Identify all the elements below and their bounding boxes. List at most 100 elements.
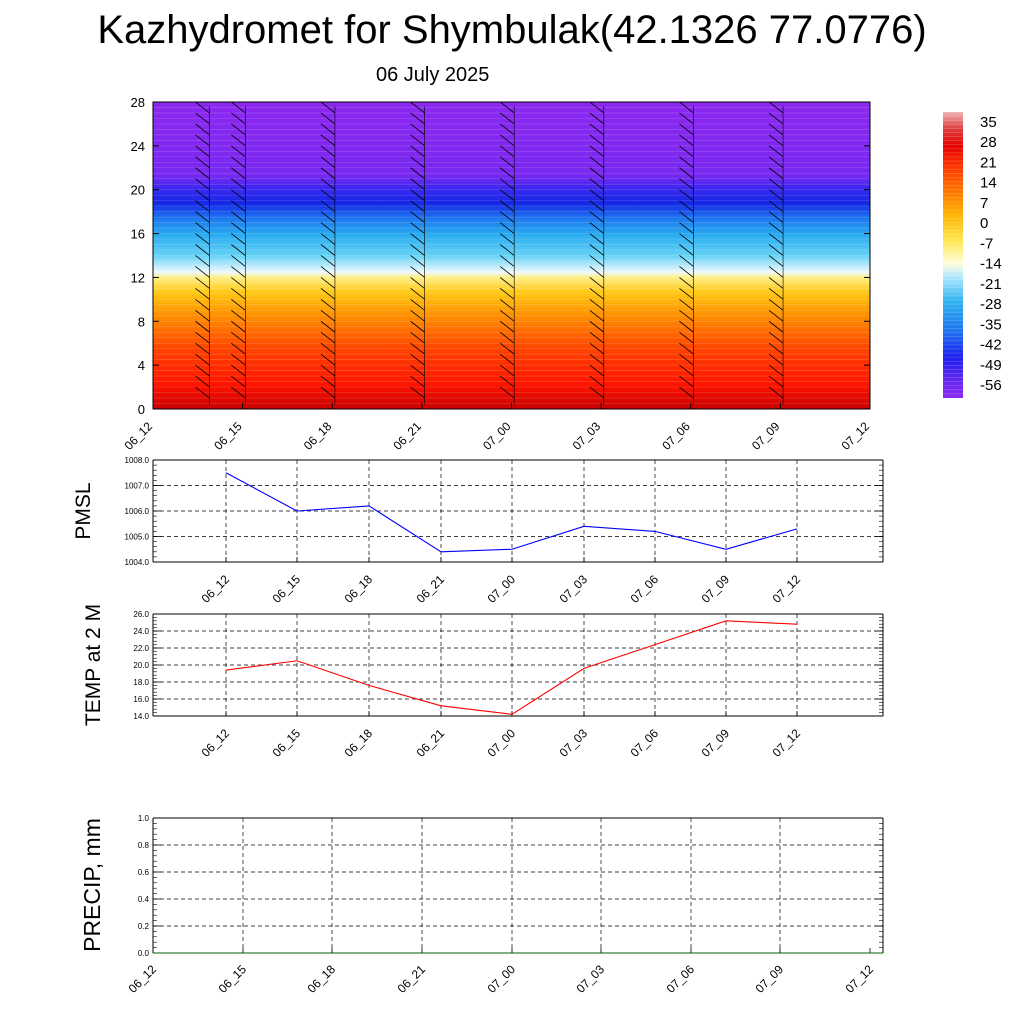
wind-barb	[320, 244, 336, 256]
wind-barb	[410, 342, 425, 355]
wind-barb	[195, 156, 210, 169]
x-tick-label: 06_15	[270, 726, 304, 760]
wind-barb	[768, 353, 784, 366]
wind-barb	[768, 375, 784, 388]
x-tick-label: 07_09	[753, 962, 787, 996]
colorbar-label: -49	[980, 357, 1002, 374]
wind-barb	[679, 244, 694, 256]
wind-barb	[195, 299, 210, 311]
wind-barb	[231, 364, 246, 377]
x-tick-label: 07_06	[659, 419, 693, 453]
wind-barb	[679, 156, 694, 169]
wind-barb	[410, 331, 425, 344]
x-tick-label: 06_18	[305, 962, 339, 996]
wind-barb	[679, 375, 694, 388]
colorbar-label: -35	[980, 316, 1002, 333]
wind-barb	[231, 244, 246, 256]
wind-barb	[231, 288, 246, 300]
colorbar-label: 0	[980, 215, 988, 232]
y-tick-label: 0.8	[138, 841, 150, 850]
wind-barb	[768, 134, 784, 147]
y-tick-label: 24	[131, 139, 145, 154]
wind-barb	[195, 266, 210, 278]
wind-barb	[195, 364, 210, 377]
wind-barb	[679, 167, 694, 180]
wind-barb	[768, 200, 784, 212]
wind-barb	[195, 233, 210, 245]
wind-barb	[499, 353, 515, 366]
wind-barb	[679, 277, 694, 289]
x-tick-label: 06_18	[301, 419, 335, 453]
wind-barb	[410, 277, 425, 289]
wind-barb	[195, 123, 210, 136]
x-tick-label: 07_06	[628, 572, 662, 606]
x-tick-label: 06_18	[342, 572, 376, 606]
wind-barb	[195, 255, 210, 267]
series-line	[225, 620, 798, 715]
wind-barb	[589, 320, 605, 333]
wind-barb	[320, 178, 336, 191]
x-tick-label: 07_03	[570, 419, 604, 453]
wind-barb	[231, 167, 246, 180]
wind-barb	[768, 123, 784, 136]
wind-barb	[768, 112, 784, 125]
x-tick-label: 06_12	[126, 962, 160, 996]
wind-barb	[768, 145, 784, 158]
x-tick-label: 07_03	[557, 572, 591, 606]
y-tick-label: 28	[131, 95, 145, 110]
wind-barb	[320, 331, 336, 344]
wind-barb	[589, 277, 605, 289]
wind-barb	[231, 156, 246, 169]
wind-barb	[320, 101, 336, 114]
wind-barb	[410, 244, 425, 256]
wind-barb	[231, 386, 246, 399]
wind-barb	[679, 145, 694, 158]
x-tick-label: 06_15	[216, 962, 250, 996]
x-tick-label: 07_12	[839, 419, 873, 453]
wind-barb	[499, 244, 515, 256]
wind-barb	[589, 134, 605, 147]
x-tick-label: 06_12	[122, 419, 156, 453]
wind-barb	[768, 222, 784, 234]
wind-barb	[499, 364, 515, 377]
wind-barb	[768, 156, 784, 169]
wind-barb	[589, 331, 605, 344]
wind-barb	[231, 101, 246, 114]
wind-barb	[499, 309, 515, 322]
temperature-field	[153, 102, 870, 409]
wind-barb	[410, 123, 425, 136]
wind-barb	[231, 123, 246, 136]
wind-barb	[410, 353, 425, 366]
wind-barb	[410, 266, 425, 278]
wind-barb	[410, 320, 425, 333]
x-tick-label: 06_21	[414, 572, 448, 606]
wind-barb	[768, 364, 784, 377]
wind-barb	[320, 320, 336, 333]
x-tick-label: 07_09	[699, 572, 733, 606]
wind-barb	[195, 134, 210, 147]
wind-barb	[589, 255, 605, 267]
chart-title: Kazhydromet for Shymbulak(42.1326 77.077…	[97, 8, 927, 52]
wind-barb	[410, 364, 425, 377]
y-tick-label: 12	[131, 270, 145, 285]
wind-barb	[589, 299, 605, 311]
colorbar-label: -7	[980, 235, 993, 252]
wind-barb	[768, 309, 784, 322]
wind-barb	[231, 222, 246, 234]
wind-barb	[589, 375, 605, 388]
y-tick-label: 22.0	[133, 644, 149, 653]
wind-barb	[499, 189, 515, 201]
x-tick-label: 06_21	[414, 726, 448, 760]
wind-barb	[499, 167, 515, 180]
wind-barb	[499, 233, 515, 245]
y-tick-label: 4	[138, 358, 145, 373]
wind-barb	[410, 145, 425, 158]
x-tick-label: 07_06	[628, 726, 662, 760]
y-tick-label: 1007.0	[125, 482, 150, 491]
wind-barb	[195, 386, 210, 399]
wind-barb	[231, 145, 246, 158]
wind-barb	[410, 386, 425, 399]
wind-barb	[231, 299, 246, 311]
wind-barb	[768, 189, 784, 201]
wind-barb	[410, 255, 425, 267]
